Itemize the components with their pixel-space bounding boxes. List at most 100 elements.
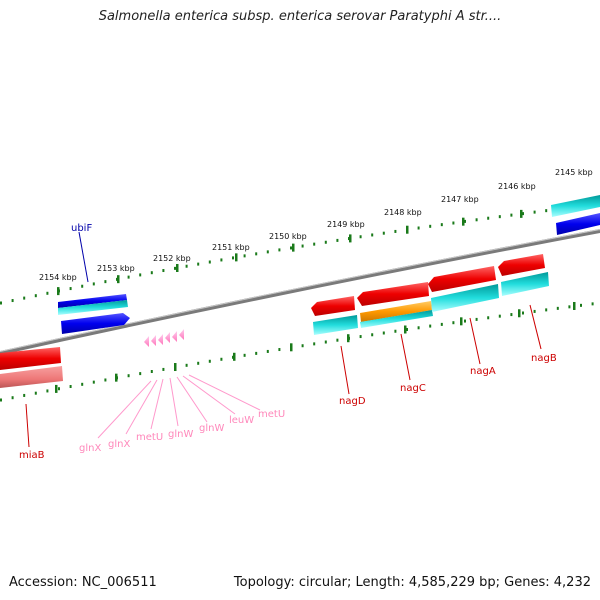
gene-nagA-arrow xyxy=(428,266,496,292)
gene-nagC-arrow xyxy=(357,282,429,306)
gene-nagD-label: nagD xyxy=(339,396,366,407)
tick-dot xyxy=(150,370,153,374)
tick-dot xyxy=(266,250,269,254)
major-tick xyxy=(57,287,60,296)
accession-text: Accession: NC_006511 xyxy=(9,575,157,590)
tick-dot xyxy=(522,212,524,216)
genome-backbone-highlight xyxy=(0,229,600,352)
major-tick xyxy=(290,343,293,352)
tick-dot xyxy=(498,314,501,318)
tick-dot xyxy=(533,210,536,214)
tick-dot xyxy=(382,331,385,335)
kbp-label: 2145 kbp xyxy=(555,168,593,177)
gene-nagB[interactable]: nagB xyxy=(498,254,557,364)
major-tick xyxy=(292,243,295,252)
gene-nagC-label-line xyxy=(400,333,411,381)
major-tick xyxy=(520,209,523,218)
tick-dot xyxy=(371,233,374,237)
trna-cluster: glnX glnX metU glnW glnW leuW metU xyxy=(79,329,285,454)
gene-nagA-cyan-band xyxy=(431,284,499,312)
tick-dot xyxy=(0,398,2,402)
gene-nagD-label-line xyxy=(340,345,350,395)
kbp-label: 2149 kbp xyxy=(327,220,365,229)
trna-label: metU xyxy=(136,432,163,443)
tick-dot xyxy=(475,218,478,222)
trna-label-line xyxy=(150,378,164,430)
tick-dot xyxy=(197,361,200,365)
gene-nagB-label: nagB xyxy=(531,353,557,364)
kbp-label: 2153 kbp xyxy=(97,264,135,273)
gene-nagC-label: nagC xyxy=(400,383,426,394)
major-tick xyxy=(460,317,463,326)
gene-nagA[interactable]: nagA xyxy=(428,266,499,377)
tick-dot xyxy=(220,258,223,262)
trna-arrow[interactable] xyxy=(172,331,177,342)
gene-miaB-bar xyxy=(0,347,61,370)
tick-dot xyxy=(429,224,432,228)
trna-label: glnW xyxy=(168,429,193,440)
tick-dot xyxy=(394,229,397,233)
genome-title: Salmonella enterica subsp. enterica sero… xyxy=(98,9,502,24)
major-tick xyxy=(518,309,521,318)
tick-dot xyxy=(498,215,501,219)
tick-dot xyxy=(139,273,142,277)
gene-nagC[interactable]: nagC xyxy=(357,282,433,394)
gene-nagD-arrow xyxy=(311,296,355,316)
kbp-label: 2151 kbp xyxy=(212,243,250,252)
tick-dot xyxy=(406,328,408,332)
trna-arrow[interactable] xyxy=(158,334,163,345)
gene-nagD[interactable]: nagD xyxy=(311,296,366,407)
trna-label: leuW xyxy=(229,415,254,426)
trna-arrow[interactable] xyxy=(179,329,184,340)
tick-dot xyxy=(81,284,84,288)
trna-label: glnW xyxy=(199,423,224,434)
tick-dot xyxy=(429,324,432,328)
trna-arrow[interactable] xyxy=(144,336,149,347)
gene-ubiF-label-line xyxy=(78,231,89,283)
tick-dot xyxy=(324,240,327,244)
tick-dot xyxy=(81,382,84,386)
major-tick xyxy=(235,253,238,262)
tick-dot xyxy=(591,302,594,306)
tick-dot xyxy=(162,269,165,273)
trna-label-line xyxy=(182,375,236,415)
genome-summary-text: Topology: circular; Length: 4,585,229 bp… xyxy=(233,575,591,590)
tick-dot xyxy=(359,335,362,339)
tick-dot xyxy=(336,238,339,242)
gene-miaB[interactable]: miaB xyxy=(0,347,63,461)
trna-arrow[interactable] xyxy=(165,332,170,343)
tick-dot xyxy=(208,260,211,264)
tick-dot xyxy=(34,391,37,395)
tick-dot xyxy=(104,280,107,284)
tick-dot xyxy=(69,287,72,291)
major-tick xyxy=(404,325,407,334)
gene-ubiF[interactable]: ubiF xyxy=(58,223,130,334)
tick-dot xyxy=(23,296,26,300)
trna-label: glnX xyxy=(79,443,101,454)
gene-nagC-orange-band xyxy=(360,301,432,322)
gene-ubiF-label: ubiF xyxy=(71,223,92,234)
tick-dot xyxy=(58,387,60,391)
tick-dot xyxy=(243,353,246,357)
tick-dot xyxy=(278,248,281,252)
tick-dot xyxy=(464,219,466,223)
tick-dot xyxy=(46,291,49,295)
tick-dot xyxy=(11,396,14,400)
trna-label: metU xyxy=(258,409,285,420)
tick-dot xyxy=(452,321,455,325)
tick-dot xyxy=(232,256,234,260)
trna-arrow[interactable] xyxy=(151,335,156,346)
tick-dot xyxy=(150,271,153,275)
tick-dot xyxy=(127,275,130,279)
trna-label: glnX xyxy=(108,439,130,450)
tick-dot xyxy=(556,306,559,310)
major-tick xyxy=(174,363,177,372)
tick-dot xyxy=(464,319,466,323)
gene-right-edge[interactable] xyxy=(551,195,600,235)
tick-dot xyxy=(243,254,246,258)
trna-label-line xyxy=(97,380,152,439)
tick-dot xyxy=(417,226,420,230)
gene-ubiF-top-bar xyxy=(58,294,127,308)
tick-dot xyxy=(522,311,524,315)
